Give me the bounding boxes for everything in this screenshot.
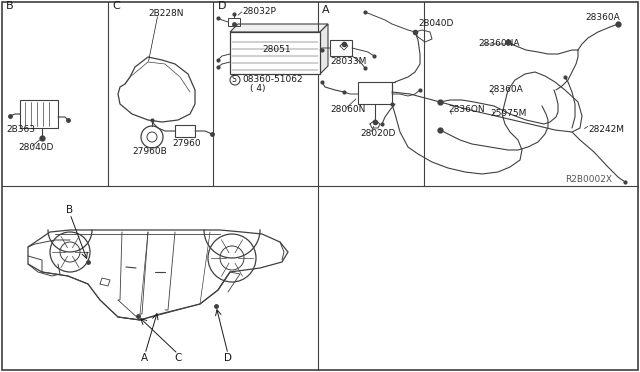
Text: 28360A: 28360A [488,86,523,94]
Bar [230,32,320,74]
Text: 08360-51062: 08360-51062 [242,76,303,84]
Bar [330,40,352,56]
Bar [20,100,58,128]
Text: 28020D: 28020D [360,129,396,138]
Text: 27960B: 27960B [132,148,167,157]
Polygon shape [118,57,195,122]
Polygon shape [320,24,328,74]
Text: A: A [141,353,148,363]
Bar [358,82,392,104]
Text: C: C [112,1,120,11]
Text: 28060N: 28060N [330,106,365,115]
Text: 28040D: 28040D [18,144,53,153]
Text: 28032P: 28032P [242,7,276,16]
Text: D: D [224,353,232,363]
Text: S: S [232,76,236,84]
Text: 28360A: 28360A [585,13,620,22]
Text: R2B0002X: R2B0002X [565,176,612,185]
Text: A: A [322,5,330,15]
Text: 28051: 28051 [262,45,291,55]
Text: ( 4): ( 4) [250,83,266,93]
Bar [228,18,240,26]
Text: 25975M: 25975M [490,109,526,119]
Bar [175,125,195,137]
Text: B: B [66,205,73,215]
PathPatch shape [28,230,288,320]
Text: 2B228N: 2B228N [148,10,184,19]
Text: 2B363: 2B363 [6,125,35,135]
Text: 28040D: 28040D [418,19,453,29]
Polygon shape [230,24,328,32]
Text: D: D [218,1,227,11]
Text: 2836ON: 2836ON [448,106,484,115]
Text: 28360NA: 28360NA [478,39,520,48]
Text: 28033M: 28033M [330,58,366,67]
Text: C: C [174,353,181,363]
Text: 28242M: 28242M [588,125,624,135]
Text: B: B [6,1,13,11]
Text: 27960: 27960 [172,140,200,148]
